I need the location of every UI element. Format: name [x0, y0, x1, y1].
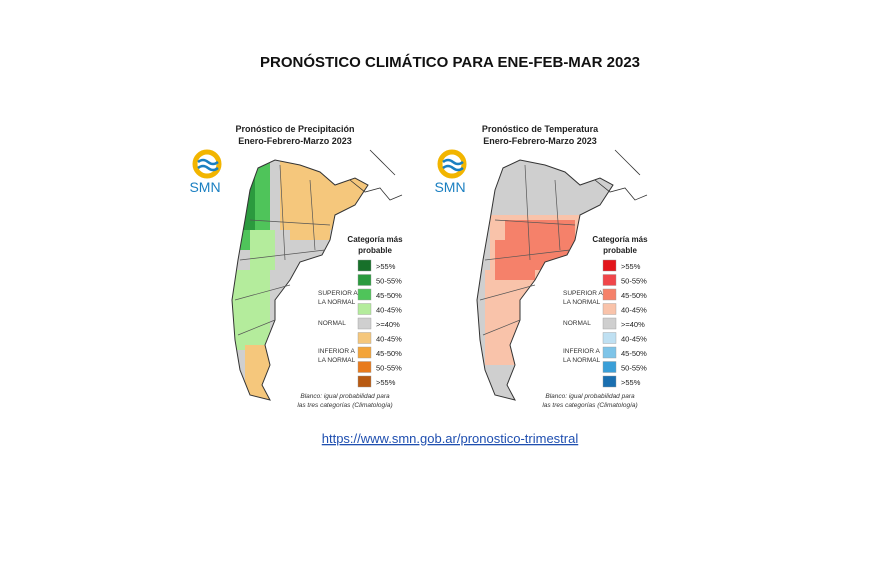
legend-label: 40-45%	[621, 335, 647, 344]
legend-swatch	[357, 303, 372, 315]
map-outline	[476, 159, 614, 401]
legend-label: 40-45%	[621, 306, 647, 315]
legend-swatch	[602, 332, 617, 344]
logo-text: SMN	[434, 179, 465, 195]
panel-title: Pronóstico de Precipitación	[235, 124, 354, 134]
legend-swatch	[602, 274, 617, 286]
legend-group: NORMAL	[318, 320, 346, 327]
legend-title: probable	[603, 246, 637, 255]
neighbor-coast	[349, 149, 403, 201]
legend-group: SUPERIOR A	[563, 290, 603, 297]
neighbor-coast	[594, 149, 648, 201]
legend-label: >55%	[621, 378, 641, 387]
legend-group: INFERIOR A	[318, 348, 356, 355]
link[interactable]: https://www.smn.gob.ar/pronostico-trimes…	[322, 431, 579, 446]
note: Blanco: igual probabilidad para	[545, 393, 635, 400]
legend-group: LA NORMAL	[318, 299, 356, 306]
legend-label: 45-50%	[376, 349, 402, 358]
legend-swatch	[602, 303, 617, 315]
legend-label: >=40%	[621, 320, 645, 329]
legend-label: >=40%	[376, 320, 400, 329]
legend-group: LA NORMAL	[318, 357, 356, 364]
logo-wave	[442, 158, 464, 172]
legend-group: INFERIOR A	[563, 348, 601, 355]
legend-label: 50-55%	[621, 364, 647, 373]
legend-swatch	[602, 288, 617, 301]
slide-title: PRONÓSTICO CLIMÁTICO PARA ENE-FEB-MAR 20…	[260, 53, 640, 71]
map-panel: Pronóstico de Temperatura Enero-Febrero-M…	[434, 124, 648, 409]
map-region	[290, 180, 330, 240]
legend-swatch	[357, 361, 372, 373]
legend-label: 45-50%	[376, 291, 402, 300]
legend-swatch	[357, 259, 372, 272]
legend-label: >55%	[621, 262, 641, 271]
province-borders	[479, 164, 576, 336]
legend-title: probable	[358, 246, 392, 255]
legend-group: LA NORMAL	[563, 299, 601, 306]
legend-swatch	[357, 274, 372, 286]
logo-text: SMN	[189, 179, 220, 195]
province-borders	[234, 164, 331, 336]
logo-wave	[197, 158, 219, 172]
panel-title: Pronóstico de Temperatura	[482, 124, 599, 134]
legend-label: >55%	[376, 378, 396, 387]
legend-label: 50-55%	[376, 364, 402, 373]
legend-label: >55%	[376, 262, 396, 271]
logo-ring	[437, 149, 467, 179]
map-panel: Pronóstico de Precipitación Enero-Febrero…	[189, 124, 403, 409]
legend-swatch	[602, 346, 617, 359]
note: las tres categorías (Climatología)	[297, 402, 392, 409]
map-region	[495, 240, 535, 280]
legend-swatch	[602, 361, 617, 373]
link-text: https://www.smn.gob.ar/pronostico-trimes…	[322, 431, 579, 446]
legend-label: 45-50%	[621, 291, 647, 300]
legend-title: Categoría más	[592, 235, 648, 244]
legend-label: 40-45%	[376, 335, 402, 344]
legend-label: 50-55%	[621, 277, 647, 286]
logo-ring	[192, 149, 222, 179]
legend-label: 40-45%	[376, 306, 402, 315]
map-region	[250, 230, 275, 270]
legend-swatch	[357, 288, 372, 301]
panel-subtitle: Enero-Febrero-Marzo 2023	[483, 136, 597, 146]
legend-group: LA NORMAL	[563, 357, 601, 364]
legend-label: 45-50%	[621, 349, 647, 358]
legend-group: SUPERIOR A	[318, 290, 358, 297]
legend-swatch	[357, 317, 372, 330]
note: Blanco: igual probabilidad para	[300, 393, 390, 400]
legend-swatch	[602, 259, 617, 272]
legend-swatch	[357, 332, 372, 344]
legend-group: NORMAL	[563, 320, 591, 327]
map-region	[232, 270, 270, 350]
legend-swatch	[357, 346, 372, 359]
legend-swatch	[602, 317, 617, 330]
note: las tres categorías (Climatología)	[542, 402, 637, 409]
legend-title: Categoría más	[347, 235, 403, 244]
map-region	[245, 345, 280, 400]
map-outline	[231, 159, 369, 401]
legend-swatch	[357, 375, 372, 388]
legend-swatch	[602, 375, 617, 388]
legend-label: 50-55%	[376, 277, 402, 286]
panel-subtitle: Enero-Febrero-Marzo 2023	[238, 136, 352, 146]
